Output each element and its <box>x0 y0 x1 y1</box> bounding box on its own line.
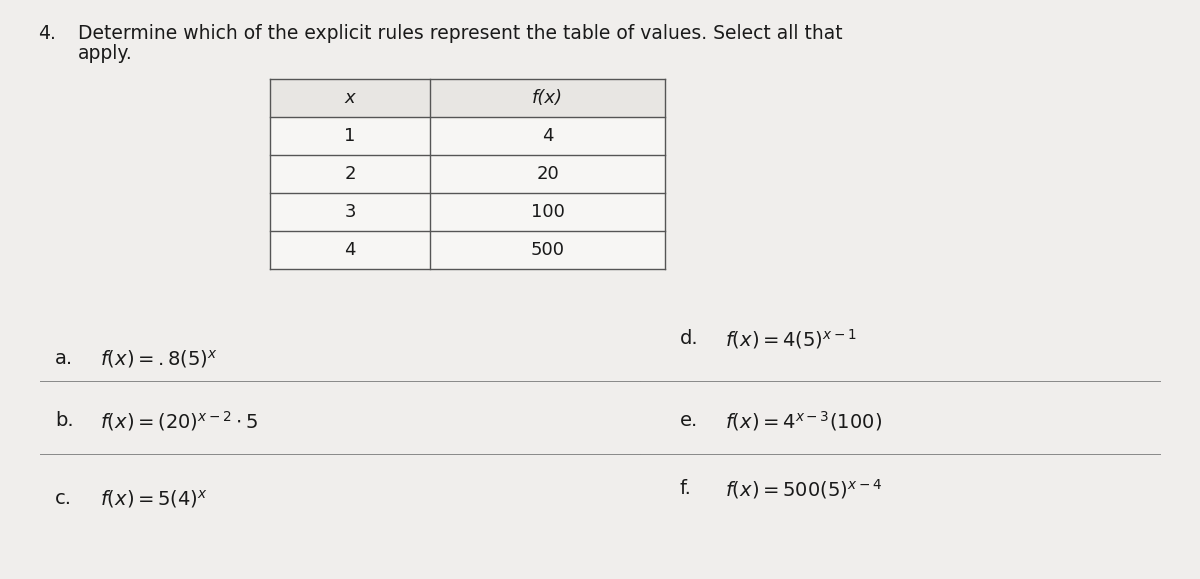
Bar <box>430 193 665 231</box>
Text: 3: 3 <box>344 203 355 221</box>
Bar <box>270 193 430 231</box>
Bar <box>270 117 430 155</box>
Bar <box>430 231 665 269</box>
Text: 500: 500 <box>530 241 564 259</box>
Bar <box>270 155 430 193</box>
Text: x: x <box>344 89 355 107</box>
Bar <box>270 79 430 117</box>
Text: c.: c. <box>55 489 72 508</box>
Text: $f(x) = 4^{x-3}(100)$: $f(x) = 4^{x-3}(100)$ <box>725 409 882 433</box>
Text: f.: f. <box>680 479 692 499</box>
Text: $f(x) = 4(5)^{x-1}$: $f(x) = 4(5)^{x-1}$ <box>725 327 857 351</box>
Text: $f(x) = .8(5)^x$: $f(x) = .8(5)^x$ <box>100 348 218 370</box>
Text: e.: e. <box>680 412 698 431</box>
Text: $f(x) = 5(4)^x$: $f(x) = 5(4)^x$ <box>100 488 208 510</box>
Text: $f(x) = (20)^{x-2} \cdot 5$: $f(x) = (20)^{x-2} \cdot 5$ <box>100 409 258 433</box>
Bar <box>270 231 430 269</box>
Text: a.: a. <box>55 350 73 368</box>
Bar <box>430 117 665 155</box>
Text: 20: 20 <box>536 165 559 183</box>
Text: $f(x) = 500(5)^{x-4}$: $f(x) = 500(5)^{x-4}$ <box>725 477 882 501</box>
Text: Determine which of the explicit rules represent the table of values. Select all : Determine which of the explicit rules re… <box>78 24 842 43</box>
Text: 100: 100 <box>530 203 564 221</box>
Bar <box>430 155 665 193</box>
Text: 4.: 4. <box>38 24 56 43</box>
Text: 1: 1 <box>344 127 355 145</box>
Text: 4: 4 <box>344 241 355 259</box>
Text: b.: b. <box>55 412 73 431</box>
Text: 4: 4 <box>541 127 553 145</box>
Text: apply.: apply. <box>78 44 133 63</box>
Bar <box>430 79 665 117</box>
Text: 2: 2 <box>344 165 355 183</box>
Text: d.: d. <box>680 329 698 349</box>
Text: f(x): f(x) <box>532 89 563 107</box>
